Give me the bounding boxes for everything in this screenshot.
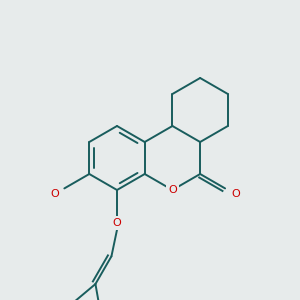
Text: O: O — [112, 218, 122, 228]
Text: O: O — [50, 189, 59, 199]
Text: O: O — [168, 185, 177, 195]
Text: O: O — [231, 189, 240, 200]
